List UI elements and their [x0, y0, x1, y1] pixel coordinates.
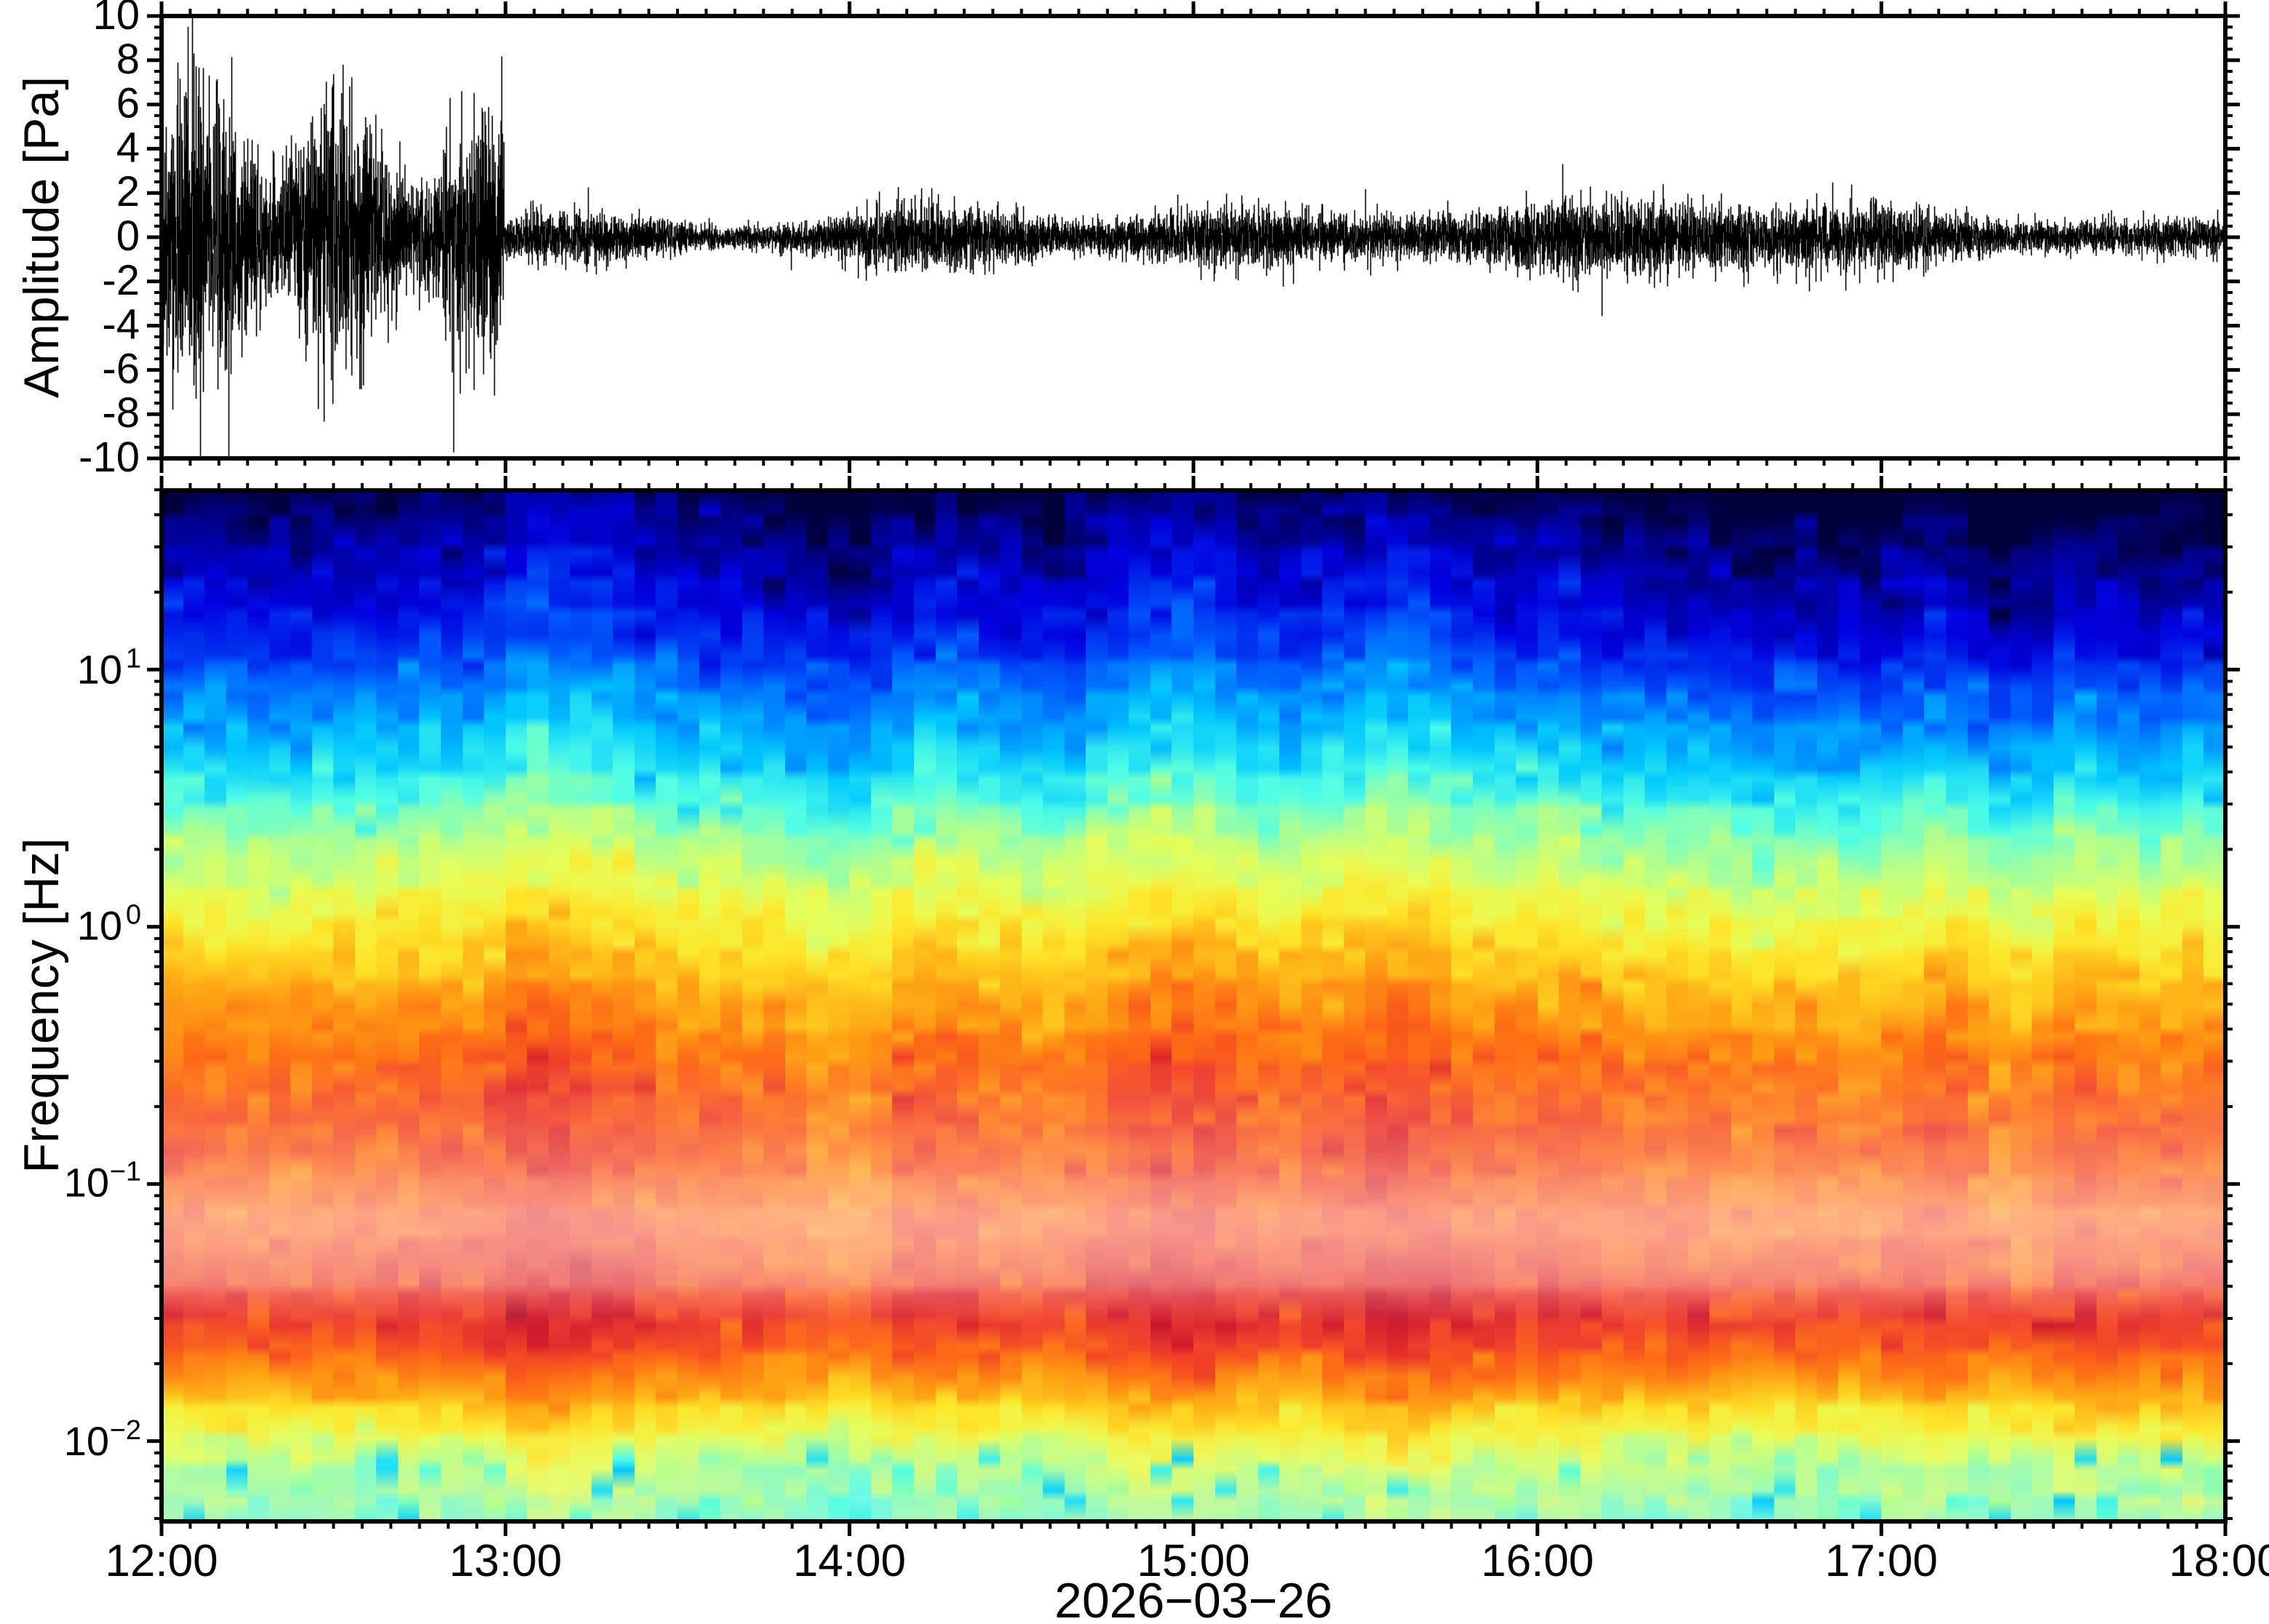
svg-text:8: 8	[116, 36, 140, 83]
svg-text:-4: -4	[102, 301, 140, 349]
svg-text:4: 4	[116, 124, 140, 171]
svg-text:10: 10	[64, 1418, 109, 1464]
svg-text:0: 0	[116, 212, 140, 260]
svg-text:-6: -6	[102, 345, 140, 392]
svg-text:14:00: 14:00	[793, 1536, 906, 1586]
svg-text:1: 1	[126, 644, 141, 674]
svg-text:−2: −2	[110, 1415, 141, 1446]
svg-text:10: 10	[64, 1159, 109, 1205]
svg-text:0: 0	[126, 900, 141, 931]
svg-text:Amplitude [Pa]: Amplitude [Pa]	[14, 76, 69, 398]
svg-text:10: 10	[77, 647, 122, 693]
svg-text:2026−03−26: 2026−03−26	[1054, 1573, 1332, 1624]
svg-text:10: 10	[92, 0, 140, 39]
svg-text:16:00: 16:00	[1481, 1536, 1594, 1586]
svg-text:2: 2	[116, 168, 140, 215]
svg-text:18:00: 18:00	[2169, 1536, 2269, 1586]
svg-text:10: 10	[77, 903, 122, 949]
svg-text:-10: -10	[79, 434, 140, 481]
svg-text:−1: −1	[110, 1156, 141, 1187]
svg-text:-2: -2	[102, 257, 140, 304]
svg-text:6: 6	[116, 80, 140, 127]
svg-text:13:00: 13:00	[449, 1536, 562, 1586]
svg-text:Frequency [Hz]: Frequency [Hz]	[14, 837, 69, 1173]
svg-text:17:00: 17:00	[1825, 1536, 1938, 1586]
svg-text:-8: -8	[102, 389, 140, 437]
svg-text:12:00: 12:00	[105, 1536, 218, 1586]
